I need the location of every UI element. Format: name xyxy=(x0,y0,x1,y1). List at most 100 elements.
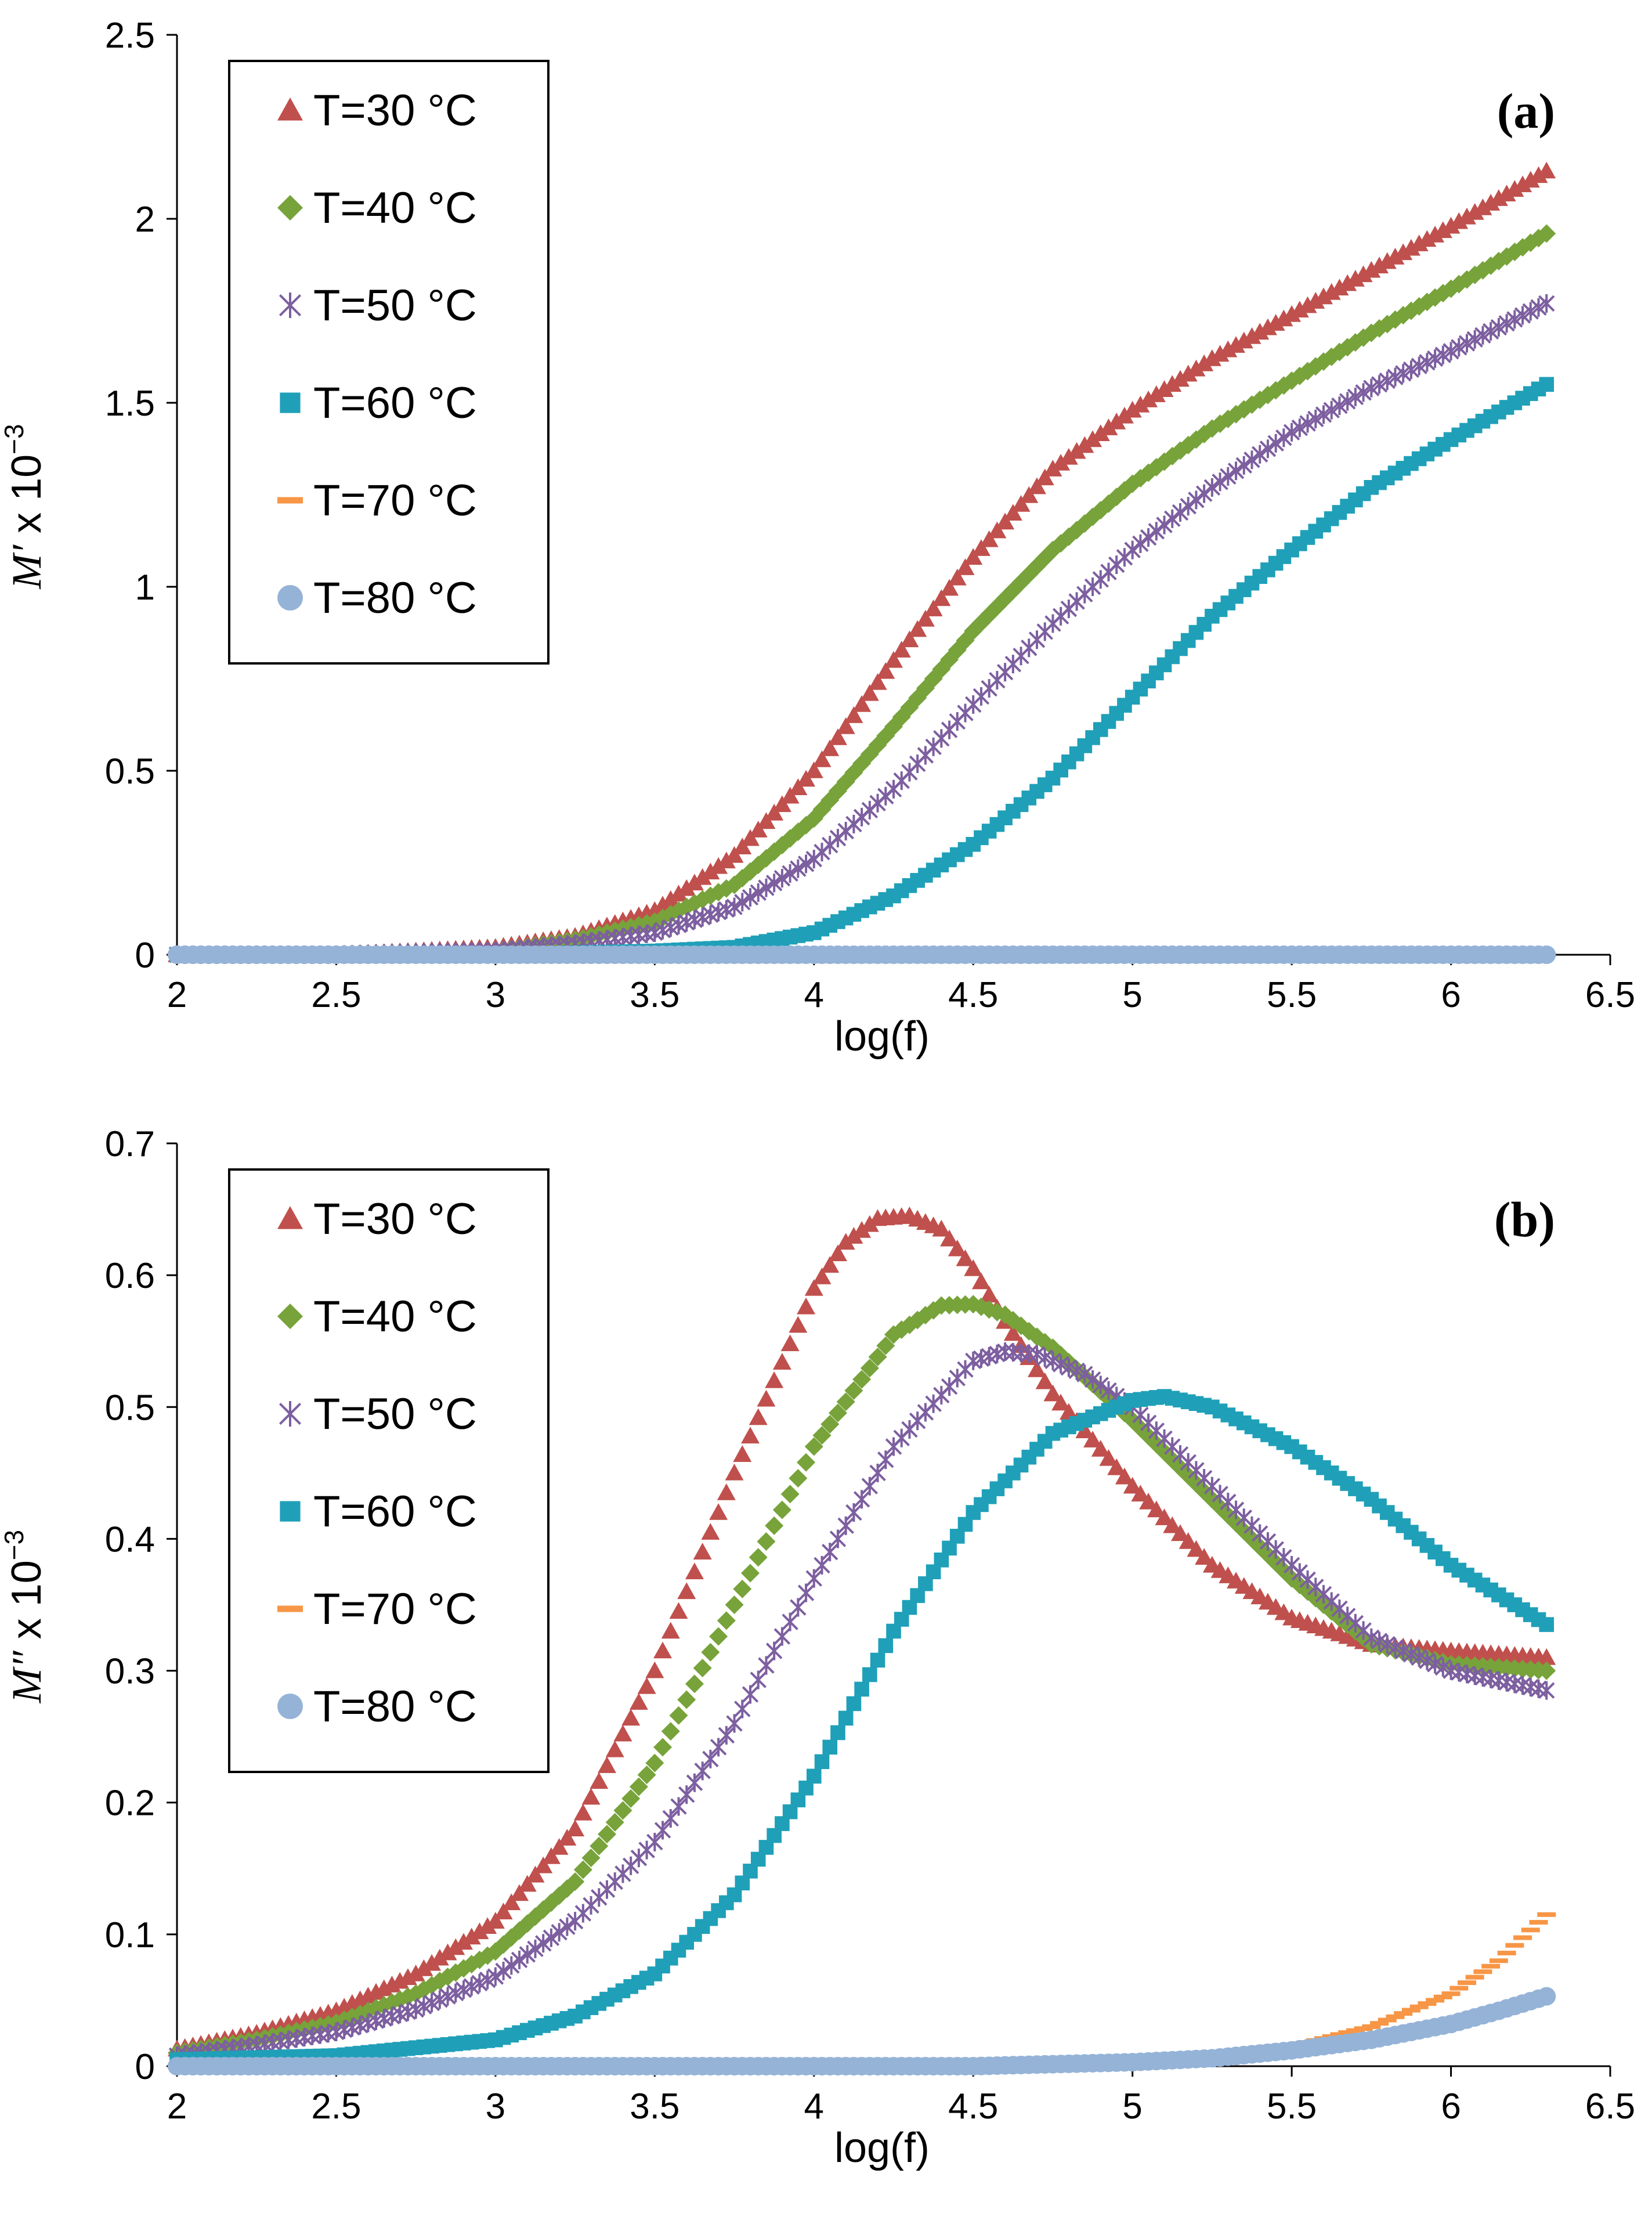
data-point xyxy=(1164,509,1181,528)
legend-label: T=30 °C xyxy=(313,86,477,135)
data-point xyxy=(1139,1492,1158,1510)
data-point xyxy=(1371,375,1388,394)
data-point xyxy=(1354,265,1373,283)
data-point xyxy=(948,1239,967,1257)
data-point xyxy=(900,630,919,648)
data-point xyxy=(726,1714,743,1733)
x-tick-label: 2.5 xyxy=(311,2087,361,2127)
panel-b: 0 0.1 0.2 0.3 0.4 0.5 0.6 0.7 2 2.5 3 3.5 4 4.5 5 5.5 6 6… xyxy=(0,1124,1635,2171)
data-point xyxy=(1195,484,1213,503)
x-tick-label: 5 xyxy=(1122,2087,1142,2127)
data-point xyxy=(1538,294,1555,313)
data-point xyxy=(1115,406,1134,424)
data-point xyxy=(805,1569,822,1588)
data-point xyxy=(1179,364,1198,382)
data-point xyxy=(758,878,775,897)
data-point xyxy=(1250,323,1270,340)
y-axis-label: M′ x 10−3 xyxy=(0,424,50,589)
data-point xyxy=(1131,1485,1150,1501)
data-point xyxy=(1395,364,1412,383)
data-point xyxy=(1243,450,1260,470)
data-point xyxy=(757,812,776,829)
y-axis-label-symbol: M′ xyxy=(3,544,50,590)
data-point xyxy=(1155,1508,1174,1525)
data-point xyxy=(1394,243,1413,261)
data-point xyxy=(1481,194,1501,211)
data-point xyxy=(765,803,784,821)
data-point xyxy=(1139,390,1158,407)
data-point xyxy=(1370,2021,1389,2026)
data-point xyxy=(581,1788,601,1805)
data-point xyxy=(1451,338,1467,357)
data-point xyxy=(685,1674,704,1694)
data-point xyxy=(1259,439,1277,459)
data-point xyxy=(1481,1963,1501,1969)
legend-marker-T50 xyxy=(279,1401,302,1427)
data-point xyxy=(510,1884,529,1901)
data-point xyxy=(1323,400,1340,420)
data-point xyxy=(948,568,967,586)
legend-box xyxy=(228,60,550,665)
data-point xyxy=(621,1709,641,1726)
data-point xyxy=(1315,405,1332,424)
data-point xyxy=(1537,1661,1556,1680)
data-point xyxy=(971,1272,991,1290)
data-point xyxy=(741,829,760,846)
data-point xyxy=(1537,161,1556,179)
data-point xyxy=(1401,2008,1420,2013)
data-point xyxy=(422,1954,442,1971)
data-point xyxy=(1156,515,1173,535)
data-point xyxy=(870,1652,885,1668)
data-point xyxy=(1035,1372,1054,1389)
data-point xyxy=(1084,1370,1101,1389)
data-point xyxy=(414,1959,433,1976)
data-point xyxy=(1465,203,1484,220)
data-point xyxy=(534,1856,553,1874)
data-point xyxy=(1339,392,1356,411)
data-point xyxy=(1426,1998,1445,2003)
data-point xyxy=(1290,301,1309,318)
data-point xyxy=(590,1836,609,1856)
data-point xyxy=(1419,353,1436,372)
data-point xyxy=(772,1353,791,1370)
data-point xyxy=(876,662,895,679)
data-point xyxy=(876,1336,895,1355)
data-point xyxy=(892,641,911,658)
data-point xyxy=(878,1638,894,1654)
data-point xyxy=(1123,1477,1142,1494)
data-point xyxy=(535,1934,552,1953)
data-point xyxy=(758,1656,775,1675)
data-point xyxy=(637,1766,656,1785)
data-point xyxy=(1091,1439,1110,1457)
data-point xyxy=(940,1229,959,1247)
x-tick-label: 3 xyxy=(486,2087,505,2127)
data-point xyxy=(613,1724,632,1742)
data-point xyxy=(1411,356,1427,376)
data-point xyxy=(1378,2017,1397,2023)
data-point xyxy=(503,1956,520,1975)
data-point xyxy=(1458,1980,1476,1986)
data-point xyxy=(1051,453,1071,471)
data-point xyxy=(1433,1994,1452,1999)
data-point xyxy=(1291,418,1308,438)
data-point xyxy=(996,512,1015,530)
data-point xyxy=(677,1582,696,1600)
x-axis-label: log(f) xyxy=(834,1013,930,1060)
data-point xyxy=(829,1529,847,1548)
data-point xyxy=(1147,1500,1166,1518)
data-point xyxy=(765,1641,783,1661)
data-point xyxy=(590,1772,609,1789)
data-point xyxy=(1091,424,1110,442)
data-point xyxy=(820,739,840,756)
x-tick-label: 4 xyxy=(804,975,824,1015)
data-point xyxy=(789,1316,808,1333)
data-point xyxy=(988,521,1007,539)
data-point xyxy=(446,1938,465,1955)
data-point xyxy=(1227,336,1246,353)
data-point xyxy=(1124,540,1141,559)
data-point xyxy=(1537,1987,1556,2006)
data-point xyxy=(1497,185,1516,202)
data-point xyxy=(852,1221,872,1238)
data-point xyxy=(1538,1681,1555,1700)
data-point xyxy=(836,1392,855,1412)
